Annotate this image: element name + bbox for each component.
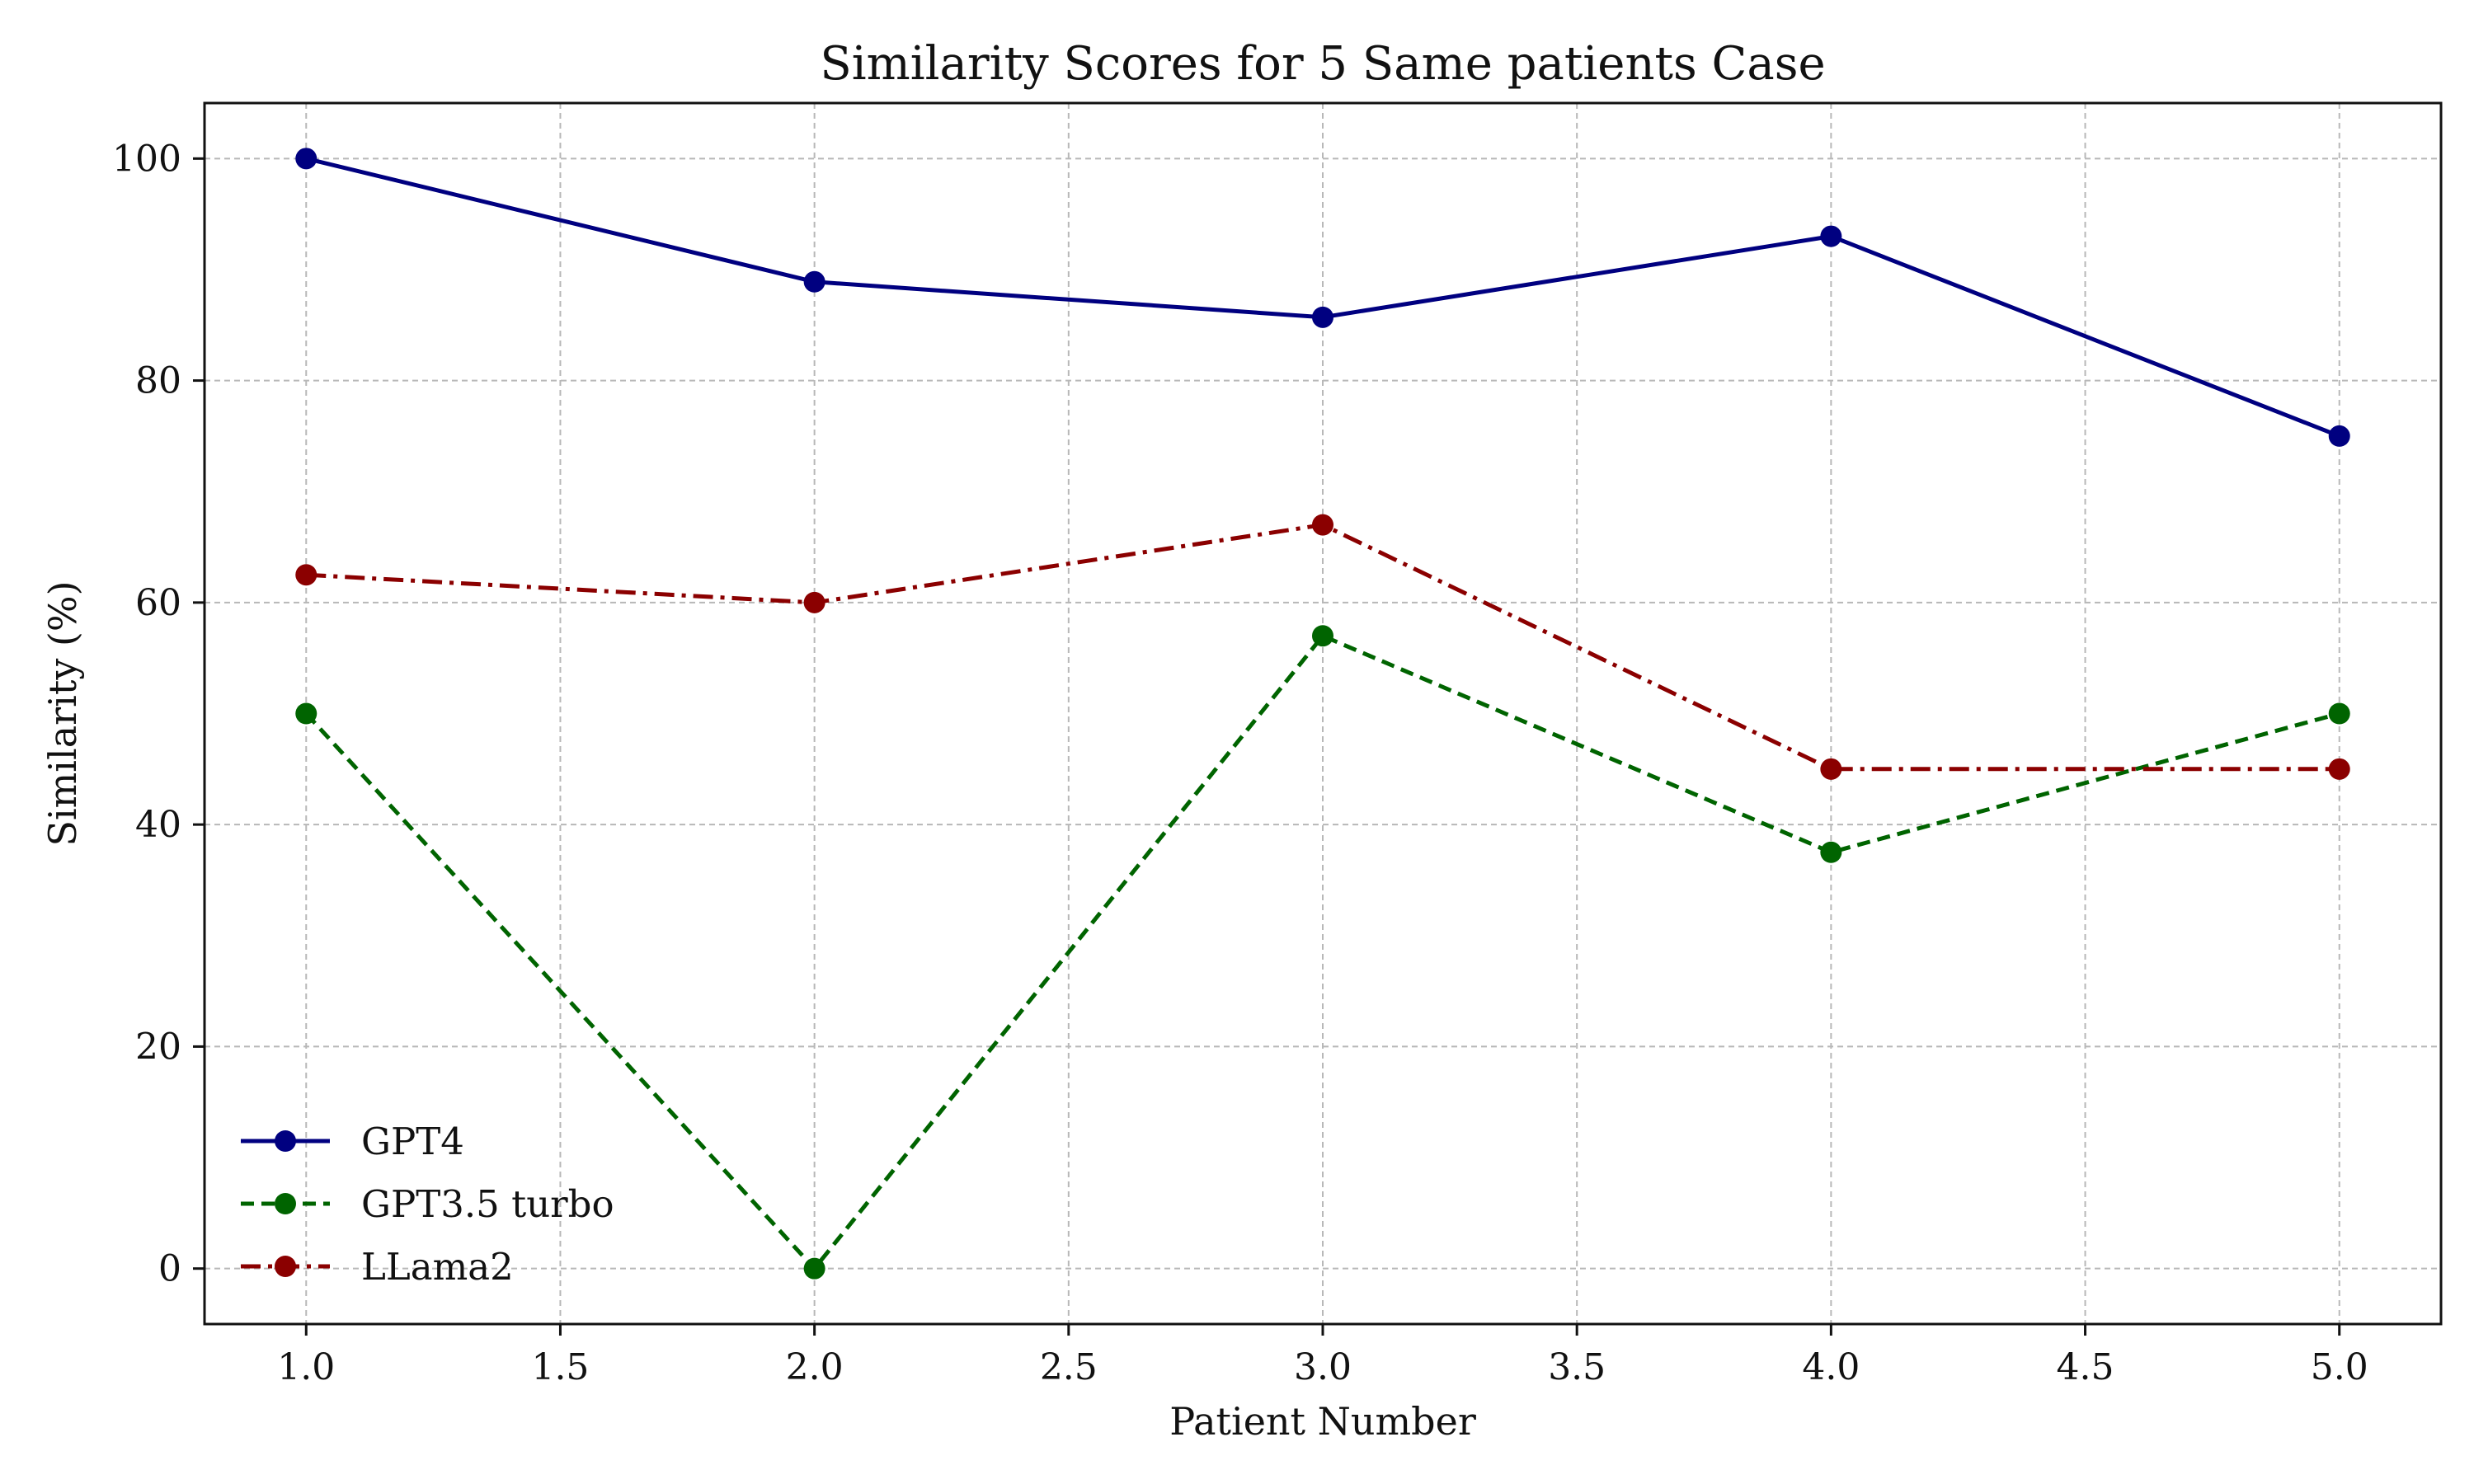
data-point-gpt4 bbox=[295, 148, 317, 170]
series-line-gpt3-5-turbo bbox=[304, 633, 2340, 1271]
legend-label: GPT3.5 turbo bbox=[361, 1182, 614, 1226]
data-point-gpt4 bbox=[803, 270, 825, 293]
x-axis-title: Patient Number bbox=[1169, 1399, 1476, 1444]
data-point-llama2 bbox=[1312, 514, 1333, 536]
data-point-gpt3-5-turbo bbox=[2328, 702, 2350, 725]
series-gpt3-5-turbo bbox=[295, 625, 2350, 1280]
x-tick-label: 5.0 bbox=[2311, 1346, 2368, 1388]
x-tick-label: 4.5 bbox=[2057, 1346, 2114, 1388]
legend: GPT4 GPT3.5 turbo LLama2 bbox=[241, 1120, 614, 1289]
series-gpt4 bbox=[295, 148, 2350, 447]
data-point-gpt3-5-turbo bbox=[1312, 625, 1333, 647]
data-point-gpt4 bbox=[1312, 306, 1333, 328]
data-point-gpt3-5-turbo bbox=[803, 1257, 825, 1280]
data-point-gpt3-5-turbo bbox=[1820, 841, 1842, 863]
data-point-gpt4 bbox=[2328, 425, 2350, 447]
series-llama2 bbox=[295, 514, 2350, 780]
chart-title: Similarity Scores for 5 Same patients Ca… bbox=[820, 37, 1825, 91]
legend-swatch-marker bbox=[275, 1130, 296, 1152]
x-tick-label: 1.5 bbox=[531, 1346, 589, 1388]
legend-item-gpt3-5-turbo: GPT3.5 turbo bbox=[241, 1182, 614, 1226]
legend-item-llama2: LLama2 bbox=[241, 1245, 514, 1289]
x-tick-label: 3.5 bbox=[1548, 1346, 1606, 1388]
data-point-llama2 bbox=[1820, 758, 1842, 780]
data-point-gpt4 bbox=[1820, 225, 1842, 247]
grid-lines bbox=[205, 103, 2441, 1324]
legend-item-gpt4: GPT4 bbox=[241, 1120, 464, 1163]
legend-swatch-marker bbox=[275, 1256, 296, 1277]
x-tick-label: 2.0 bbox=[786, 1346, 844, 1388]
y-axis-title: Similarity (%) bbox=[40, 580, 85, 846]
x-tick-label: 2.5 bbox=[1040, 1346, 1098, 1388]
data-point-llama2 bbox=[2328, 758, 2350, 780]
y-tick-label: 100 bbox=[112, 138, 181, 180]
axis-ticks: 1.0 1.5 2.0 2.5 3.0 3.5 4.0 4.5 5.0 0 20 40 60 80 100 bbox=[112, 138, 2368, 1388]
y-tick-label: 40 bbox=[135, 804, 181, 846]
y-tick-label: 0 bbox=[158, 1248, 181, 1290]
legend-label: LLama2 bbox=[361, 1245, 514, 1289]
y-tick-label: 60 bbox=[135, 582, 181, 624]
legend-swatch-marker bbox=[275, 1193, 296, 1214]
y-tick-label: 80 bbox=[135, 360, 181, 402]
x-tick-label: 1.0 bbox=[277, 1346, 335, 1388]
x-tick-label: 3.0 bbox=[1294, 1346, 1352, 1388]
data-point-llama2 bbox=[803, 591, 825, 613]
x-tick-label: 4.0 bbox=[1802, 1346, 1860, 1388]
y-tick-label: 20 bbox=[135, 1026, 181, 1068]
data-point-llama2 bbox=[295, 564, 317, 586]
series-layer bbox=[295, 148, 2350, 1280]
data-point-gpt3-5-turbo bbox=[295, 702, 317, 725]
legend-label: GPT4 bbox=[361, 1120, 464, 1163]
